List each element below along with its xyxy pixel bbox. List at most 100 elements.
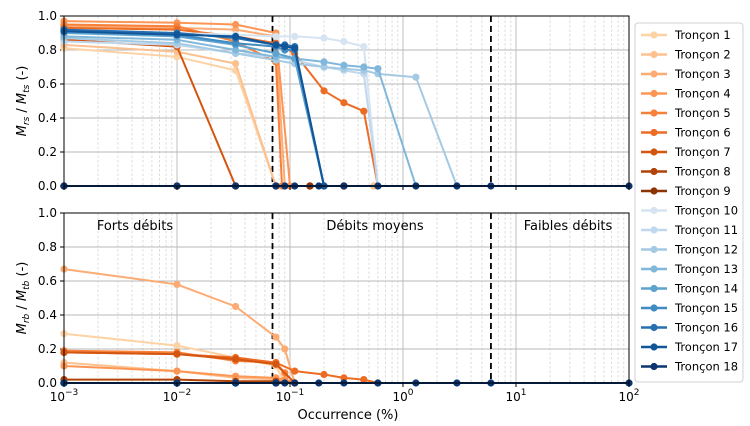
legend-marker <box>650 265 658 273</box>
x-tick-exponent: 2 <box>634 388 640 398</box>
y-tick-label: 0.6 <box>38 274 57 288</box>
y-label-unit: (-) <box>15 262 30 281</box>
axes-frame <box>63 15 630 187</box>
legend-label: Tronçon 15 <box>674 301 738 315</box>
legend-label: Tronçon 10 <box>674 204 738 218</box>
y-label-numerator-sub: rs <box>22 116 32 125</box>
y-tick-label: 0.8 <box>38 240 57 254</box>
legend-label: Tronçon 13 <box>674 262 738 276</box>
top-panel: 0.0 0.2 0.4 0.6 0.8 1.0 Mrs / Mts (-) <box>15 9 633 193</box>
y-tick-label: 0.4 <box>38 308 57 322</box>
x-tick-base: 10 <box>276 390 291 404</box>
x-tick-label: 10−1 <box>276 388 305 404</box>
legend-marker <box>650 245 658 254</box>
data-point <box>173 280 181 288</box>
y-tick-label: 0.8 <box>38 43 57 57</box>
legend-label: Tronçon 2 <box>674 48 731 62</box>
y-label-denominator-sub: tb <box>22 280 32 290</box>
x-tick-exponent: −1 <box>291 388 304 398</box>
x-tick-exponent: 0 <box>408 388 414 398</box>
data-point <box>232 355 240 363</box>
y-label-numerator: M <box>15 323 30 334</box>
x-axis-label: Occurrence (%) <box>298 408 399 423</box>
data-point <box>340 61 348 69</box>
y-tick-label: 0.4 <box>38 111 57 125</box>
region-label: Débits moyens <box>326 219 423 234</box>
data-point <box>232 60 240 68</box>
y-tick-label: 0.2 <box>38 342 57 356</box>
data-point <box>232 372 240 380</box>
y-label-separator: / <box>15 104 30 117</box>
legend-label: Tronçon 18 <box>674 360 738 374</box>
y-tick-label: 0.0 <box>38 179 57 193</box>
data-point <box>374 65 382 73</box>
data-point <box>340 37 348 46</box>
region-label: Faibles débits <box>524 219 613 234</box>
axes-frame <box>63 212 630 384</box>
y-label-unit: (-) <box>15 66 30 85</box>
y-tick-label: 0.0 <box>38 376 57 390</box>
data-point <box>232 39 240 47</box>
y-label-separator: / <box>15 301 30 314</box>
x-tick-exponent: −2 <box>178 388 191 398</box>
legend-marker <box>650 31 658 39</box>
data-point <box>281 345 289 353</box>
legend-label: Tronçon 3 <box>674 67 731 81</box>
data-point <box>232 26 240 34</box>
data-point <box>360 107 368 115</box>
legend-label: Tronçon 16 <box>674 321 738 335</box>
data-point <box>340 99 348 107</box>
legend-marker <box>650 89 658 98</box>
y-tick-label: 1.0 <box>38 9 57 23</box>
data-point <box>412 73 420 81</box>
data-point <box>320 63 328 71</box>
data-point <box>291 32 299 41</box>
data-point <box>272 49 280 58</box>
series-line <box>63 35 417 187</box>
data-point <box>291 44 299 52</box>
region-label: Forts débits <box>97 219 174 234</box>
y-label-denominator: M <box>15 93 30 104</box>
legend-label: Tronçon 8 <box>674 165 731 179</box>
legend-marker <box>650 323 658 332</box>
data-point <box>320 58 328 66</box>
data-point <box>320 34 328 42</box>
legend-label: Tronçon 9 <box>674 184 731 198</box>
x-tick-exponent: 1 <box>521 388 527 398</box>
data-point <box>272 41 280 49</box>
x-tick-base: 10 <box>163 390 178 404</box>
series-line <box>63 32 325 187</box>
y-label-denominator-sub: ts <box>22 84 32 93</box>
y-tick-label: 1.0 <box>38 206 57 220</box>
x-tick-base: 10 <box>618 390 633 404</box>
data-point <box>360 376 368 384</box>
data-point <box>272 32 280 41</box>
y-label-denominator: M <box>15 290 30 301</box>
data-point <box>173 350 181 358</box>
y-label-numerator-sub: rb <box>22 313 32 323</box>
legend-marker <box>650 128 658 137</box>
legend-marker <box>650 362 658 371</box>
data-point <box>232 46 240 54</box>
legend-label: Tronçon 14 <box>674 282 738 296</box>
data-point <box>173 31 181 39</box>
data-point <box>232 20 240 29</box>
legend-label: Tronçon 1 <box>674 28 731 42</box>
legend-label: Tronçon 7 <box>674 145 731 159</box>
x-tick-exponent: −3 <box>65 388 78 398</box>
data-point <box>173 342 181 350</box>
data-point <box>340 374 348 382</box>
legend-label: Tronçon 11 <box>674 223 738 237</box>
data-point <box>173 53 181 61</box>
plot-area <box>64 213 629 383</box>
legend-label: Tronçon 5 <box>674 106 731 120</box>
x-tick-base: 10 <box>392 390 407 404</box>
x-tick-label: 10−3 <box>50 388 79 404</box>
legend-label: Tronçon 4 <box>674 87 731 101</box>
data-point <box>320 370 328 379</box>
legend-marker <box>650 343 658 351</box>
legend-marker <box>650 109 658 117</box>
x-tick-label: 100 <box>392 388 413 404</box>
legend-marker <box>650 50 658 59</box>
